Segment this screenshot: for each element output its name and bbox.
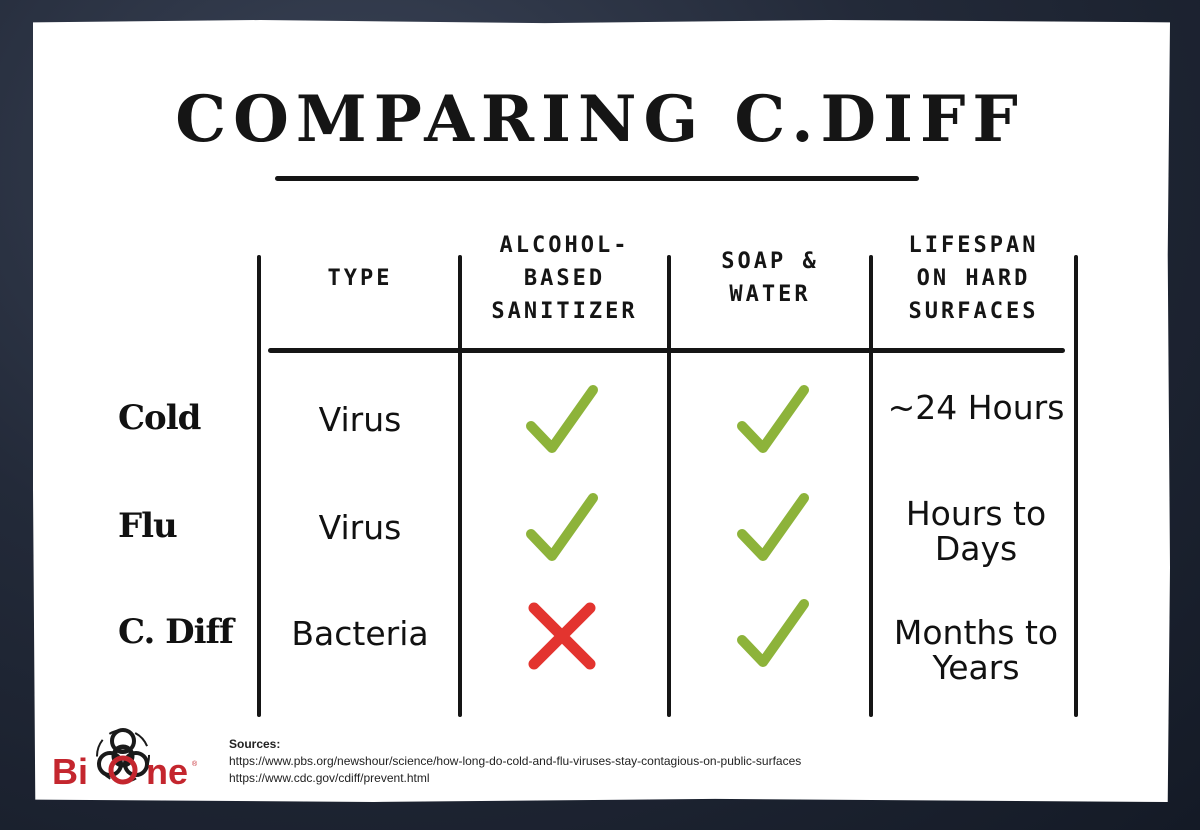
lifespan-cell: ~24 Hours: [887, 388, 1065, 427]
check-icon: [733, 596, 813, 676]
title-underline: [275, 176, 919, 181]
check-icon: [522, 490, 602, 570]
lifespan-cell: Hours to Days: [905, 494, 1047, 568]
source-link[interactable]: https://www.cdc.gov/cdiff/prevent.html: [229, 771, 430, 785]
row-label-cold: Cold: [118, 398, 201, 438]
column-header-type: TYPE: [327, 266, 393, 291]
sources-block: Sources: https://www.pbs.org/newshour/sc…: [229, 736, 801, 787]
page-title: COMPARING C.DIFF: [175, 82, 1025, 157]
row-label-flu: Flu: [118, 506, 178, 546]
bioone-logo: Bi ne ®: [50, 722, 210, 792]
svg-text:®: ®: [192, 760, 198, 768]
sources-label: Sources:: [229, 737, 281, 751]
check-icon: [733, 490, 813, 570]
type-cell: Virus: [318, 508, 402, 547]
check-icon: [733, 382, 813, 462]
type-cell: Virus: [318, 400, 402, 439]
check-icon: [522, 382, 602, 462]
row-label-cdiff: C. Diff: [118, 612, 234, 652]
column-divider: [667, 255, 671, 717]
header-divider: [268, 348, 1065, 353]
lifespan-cell: Months to Years: [893, 613, 1059, 687]
column-header-alcohol: ALCOHOL- BASED SANITIZER: [491, 233, 638, 324]
column-divider: [869, 255, 873, 717]
infographic-card: [33, 20, 1170, 802]
column-header-lifespan: LIFESPAN ON HARD SURFACES: [908, 233, 1039, 324]
column-divider: [458, 255, 462, 717]
column-divider: [1074, 255, 1078, 717]
column-divider: [257, 255, 261, 717]
svg-text:ne: ne: [146, 751, 188, 792]
type-cell: Bacteria: [291, 614, 429, 653]
column-header-soap: SOAP & WATER: [721, 249, 819, 307]
cross-icon: [522, 596, 602, 676]
svg-text:Bi: Bi: [52, 751, 88, 792]
source-link[interactable]: https://www.pbs.org/newshour/science/how…: [229, 754, 802, 768]
